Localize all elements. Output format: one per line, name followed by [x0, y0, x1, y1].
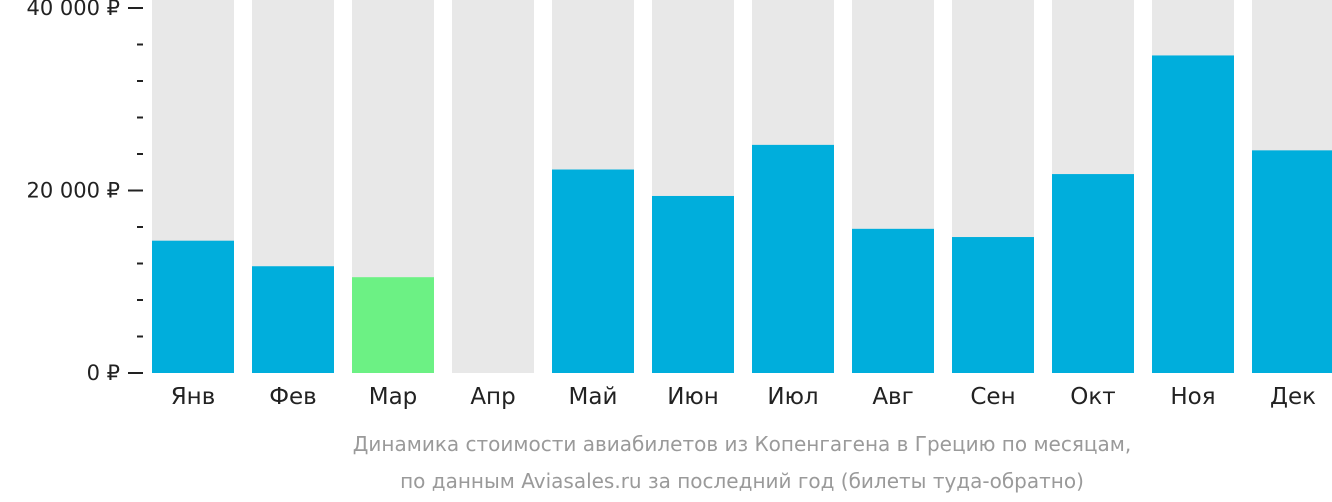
bar — [352, 277, 434, 373]
x-tick-label: Мар — [369, 384, 418, 410]
x-tick-label: Окт — [1070, 384, 1115, 410]
bar — [1052, 174, 1134, 373]
bar-background — [452, 0, 534, 373]
x-tick-label: Сен — [970, 384, 1015, 410]
x-tick-label: Апр — [470, 384, 515, 410]
x-tick-label: Янв — [171, 384, 216, 410]
price-bar-chart: Янв Фев Мар Апр Май Июн Июл Авг Сен Окт Ноя Дек 0 ₽ 2… — [26, 0, 1332, 410]
x-tick-label: Июн — [667, 384, 719, 410]
bar — [252, 266, 334, 373]
bar — [152, 240, 234, 373]
x-tick-label: Дек — [1270, 384, 1316, 410]
x-tick-label: Авг — [872, 384, 913, 410]
x-tick-label: Ноя — [1170, 384, 1215, 410]
bar — [1252, 150, 1332, 373]
y-tick-label: 40 000 ₽ — [26, 0, 120, 20]
bar — [652, 195, 734, 373]
chart-caption-line-1: Динамика стоимости авиабилетов из Копенг… — [352, 432, 1132, 456]
x-tick-label: Май — [569, 384, 618, 410]
bar — [552, 169, 634, 373]
bar — [852, 228, 934, 373]
chart-caption-line-2: по данным Aviasales.ru за последний год … — [400, 469, 1084, 493]
bar — [752, 144, 834, 373]
y-tick-label: 0 ₽ — [87, 361, 120, 385]
bar — [952, 237, 1034, 373]
y-tick-label: 20 000 ₽ — [26, 179, 120, 203]
bar — [1152, 55, 1234, 373]
x-tick-label: Июл — [767, 384, 818, 410]
x-tick-label: Фев — [269, 384, 317, 410]
